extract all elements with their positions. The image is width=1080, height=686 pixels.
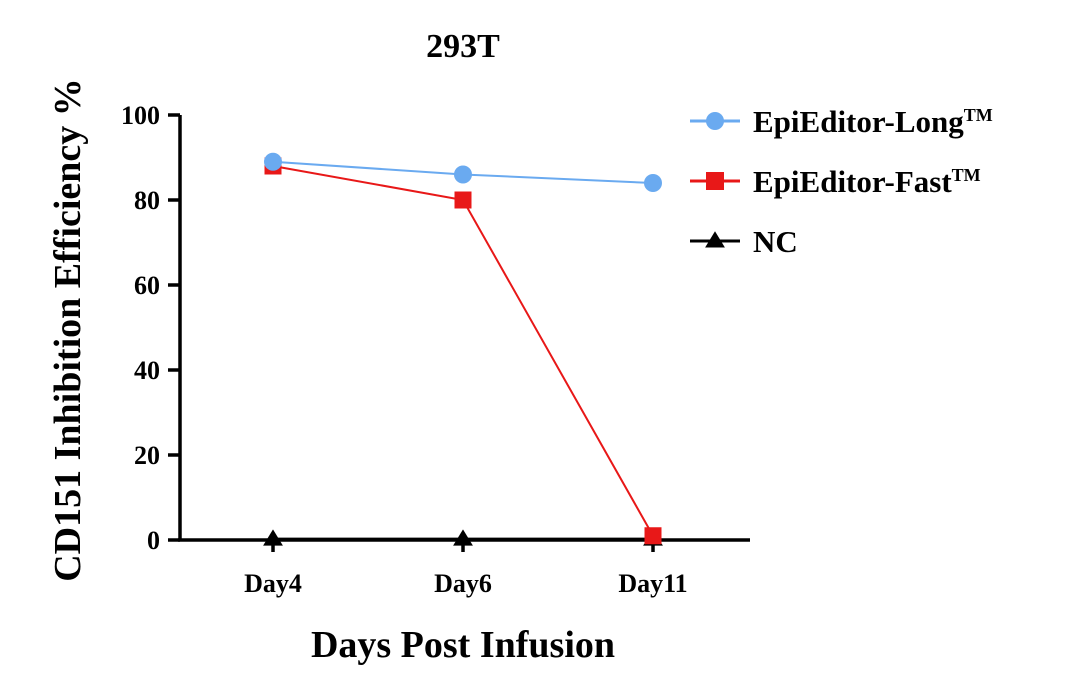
- y-tick-label: 80: [134, 186, 160, 215]
- legend-label: EpiEditor-FastTM: [753, 164, 981, 199]
- series-nc: [263, 529, 663, 546]
- y-axis-ticks: 0 20 40 60 80 100: [121, 101, 180, 555]
- legend-entry: EpiEditor-FastTM: [690, 164, 981, 199]
- y-tick-label: 60: [134, 271, 160, 300]
- legend-label: NC: [753, 224, 798, 259]
- y-tick-label: 100: [121, 101, 160, 130]
- legend-entry: NC: [690, 224, 798, 259]
- legend-series-name: EpiEditor-Long: [753, 104, 964, 139]
- data-point-circle: [644, 174, 662, 192]
- x-axis-label: Days Post Infusion: [311, 624, 615, 666]
- x-axis-ticks: Day4 Day6 Day11: [244, 540, 688, 598]
- series-epieditor-long: [264, 152, 662, 192]
- data-point-circle: [454, 165, 472, 184]
- data-point-square: [644, 527, 662, 545]
- legend-entry: EpiEditor-LongTM: [690, 104, 993, 139]
- series-line: [272, 165, 654, 537]
- data-point-triangle: [453, 529, 473, 546]
- legend-trademark: TM: [952, 165, 981, 185]
- legend-trademark: TM: [964, 105, 993, 125]
- data-point-square: [454, 191, 472, 209]
- x-tick-label: Day11: [618, 569, 687, 598]
- chart-title: 293T: [426, 28, 500, 65]
- series-layer: [263, 152, 663, 546]
- y-tick-label: 0: [147, 526, 160, 555]
- legend-marker-circle: [706, 112, 724, 130]
- legend-series-name: EpiEditor-Fast: [753, 164, 952, 199]
- legend-label: EpiEditor-LongTM: [753, 104, 993, 139]
- y-tick-label: 40: [134, 356, 160, 385]
- legend-series-name: NC: [753, 224, 798, 259]
- data-point-triangle: [263, 529, 283, 546]
- x-tick-label: Day6: [434, 569, 492, 598]
- series-epieditor-fast: [264, 157, 662, 545]
- legend-marker-triangle: [705, 231, 725, 248]
- data-point-circle: [264, 152, 282, 171]
- y-axis-label: CD151 Inhibition Efficiency %: [47, 78, 89, 582]
- x-tick-label: Day4: [244, 569, 302, 598]
- legend-marker-square: [706, 172, 724, 190]
- y-tick-label: 20: [134, 441, 160, 470]
